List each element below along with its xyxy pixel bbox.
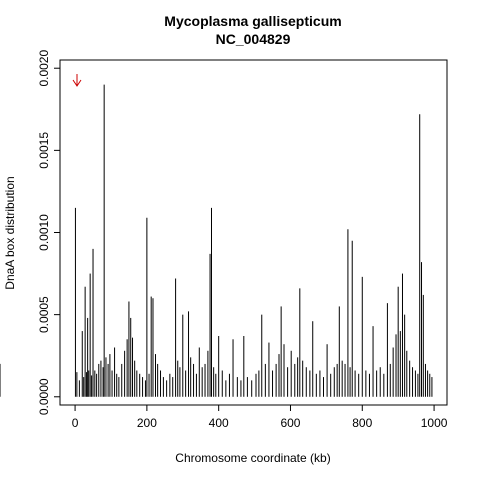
x-tick-label: 1000 — [421, 416, 448, 430]
y-tick-label: 0.0000 — [37, 378, 51, 415]
y-axis-label: DnaA box distribution — [3, 176, 17, 289]
y-tick-label: 0.0010 — [37, 214, 51, 251]
x-tick-label: 0 — [72, 416, 79, 430]
x-tick-label: 400 — [209, 416, 229, 430]
x-tick-label: 200 — [137, 416, 157, 430]
origin-arrow — [72, 74, 82, 87]
chart-subtitle: NC_004829 — [216, 31, 291, 47]
y-tick-label: 0.0015 — [37, 132, 51, 169]
x-tick-label: 600 — [280, 416, 300, 430]
x-tick-label: 800 — [352, 416, 372, 430]
y-tick-label: 0.0005 — [37, 296, 51, 333]
y-tick-label: 0.0020 — [37, 50, 51, 87]
x-axis-label: Chromosome coordinate (kb) — [175, 451, 330, 465]
chart-title: Mycoplasma gallisepticum — [164, 13, 341, 29]
plot-frame — [59, 59, 448, 406]
